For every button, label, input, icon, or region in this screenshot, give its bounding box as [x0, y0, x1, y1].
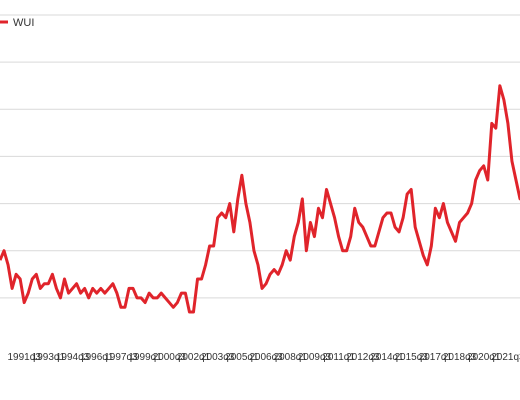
x-tick-label: 2008q1	[274, 352, 308, 363]
x-tick-label: 2003q3	[201, 352, 235, 363]
x-axis-ticks: 1991q31993q11994q31996q11997q31999q12000…	[8, 352, 520, 363]
x-tick-label: 2012q3	[346, 352, 380, 363]
x-tick-label: 2009q3	[298, 352, 332, 363]
x-tick-label: 2006q3	[249, 352, 283, 363]
x-tick-label: 1994q3	[56, 352, 90, 363]
x-tick-label: 2011q1	[322, 352, 355, 363]
x-tick-label: 2020q1	[467, 352, 501, 363]
series-line-wui	[0, 84, 520, 314]
x-tick-label: 1999q1	[128, 352, 162, 363]
legend-label-wui: WUI	[13, 17, 34, 29]
x-tick-label: 2017q1	[419, 352, 453, 363]
legend: WUI	[0, 17, 34, 29]
x-tick-label: 1996q1	[80, 352, 114, 363]
x-tick-label: 2000q3	[153, 352, 187, 363]
gridlines	[0, 14, 520, 299]
x-tick-label: 2018q3	[443, 352, 477, 363]
x-tick-label: 2014q1	[370, 352, 404, 363]
x-tick-label: 2021q3	[491, 352, 520, 363]
x-tick-label: 2015q3	[394, 352, 428, 363]
x-tick-label: 2002q1	[177, 352, 211, 363]
series-layer	[0, 84, 520, 314]
x-tick-label: 1991q3	[8, 352, 42, 363]
x-tick-label: 1993q1	[32, 352, 66, 363]
x-tick-label: 1997q3	[104, 352, 138, 363]
x-tick-label: 2005q1	[225, 352, 259, 363]
